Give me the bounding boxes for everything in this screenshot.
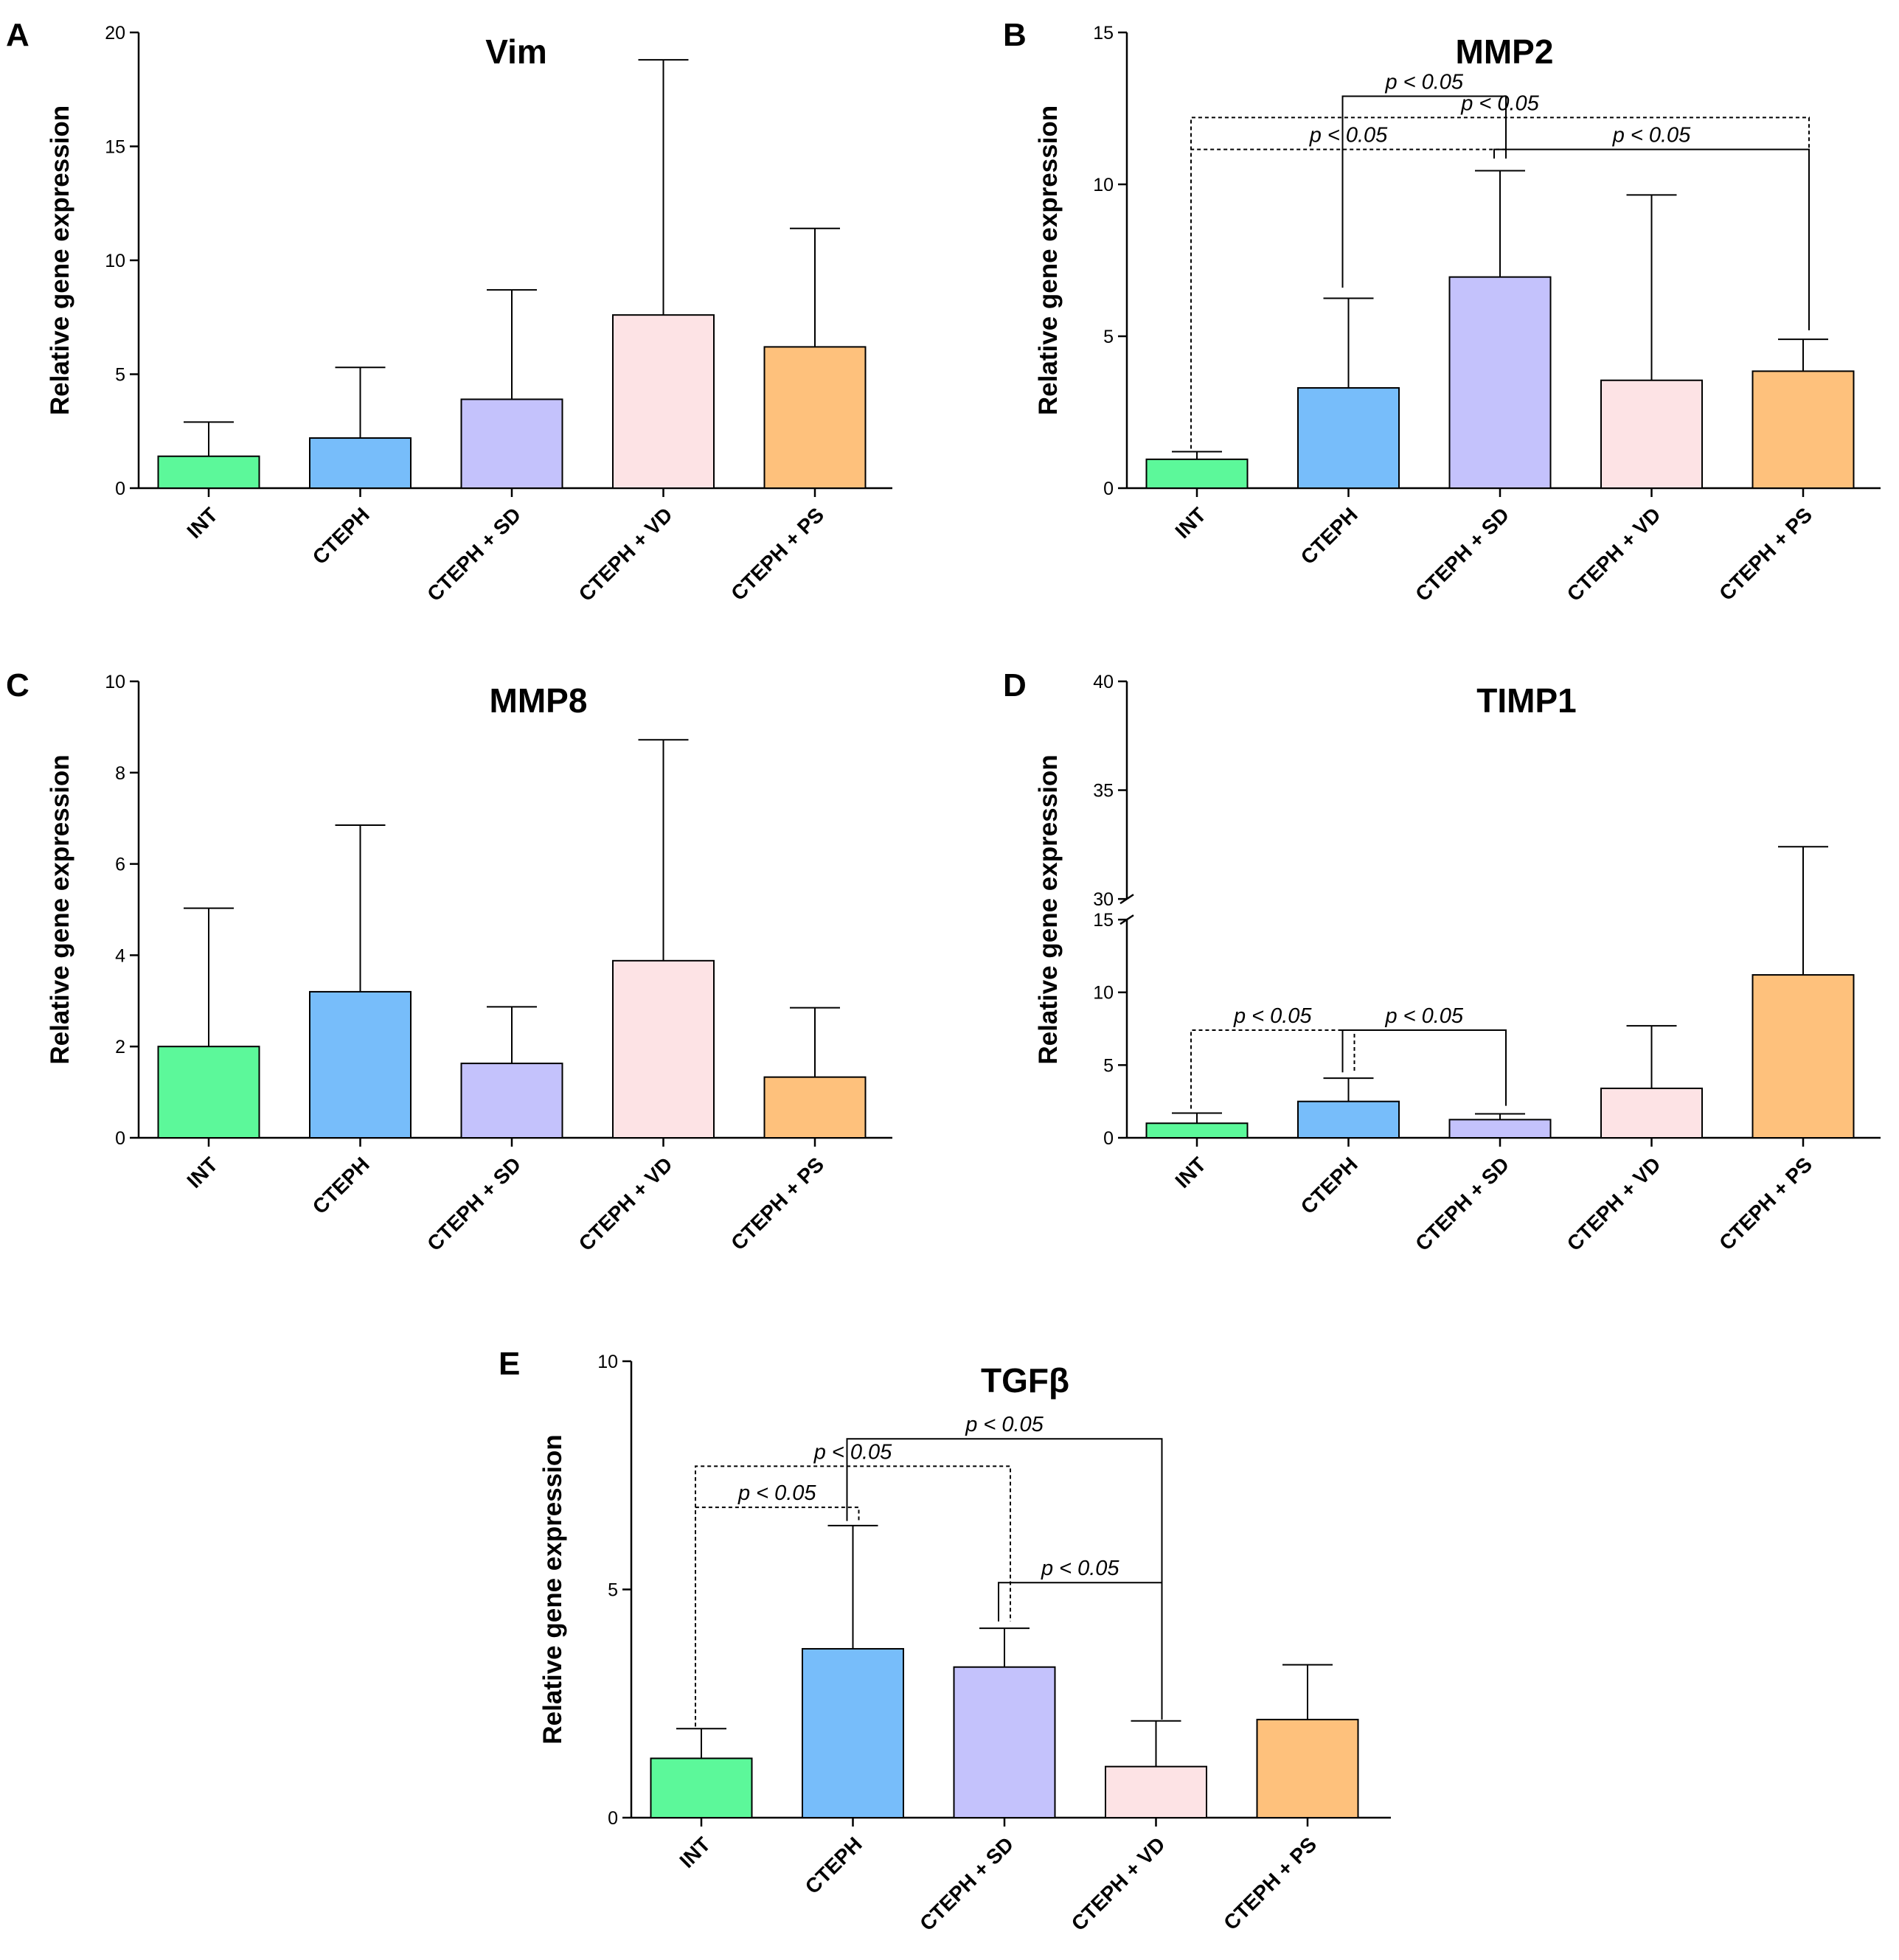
significance-bracket	[1190, 1029, 1355, 1109]
y-tick-label: 15	[1093, 910, 1114, 931]
bar	[157, 455, 260, 489]
y-tick-label: 15	[105, 137, 125, 158]
significance-bracket	[1493, 148, 1810, 330]
bar	[1448, 276, 1552, 489]
y-tick-label: 5	[1103, 327, 1114, 347]
panel-letter: C	[6, 667, 29, 703]
bar	[763, 346, 867, 490]
significance-bracket	[695, 1465, 1011, 1727]
significance-label: p < 0.05	[1384, 71, 1463, 94]
significance-label: p < 0.05	[737, 1481, 816, 1505]
bar	[1105, 1765, 1207, 1819]
bar	[1600, 1087, 1703, 1139]
chart-title: MMP8	[490, 681, 588, 720]
y-tick-label: 2	[115, 1037, 125, 1057]
bar	[1145, 1122, 1249, 1139]
bar	[1145, 458, 1249, 489]
y-tick-label: 5	[115, 365, 125, 386]
chart-title: Vim	[485, 32, 547, 71]
y-tick-label: 20	[105, 23, 125, 44]
significance-label: p < 0.05	[1309, 124, 1388, 147]
bar	[157, 1046, 260, 1139]
y-tick-label: 0	[1103, 479, 1114, 499]
y-tick-label: 40	[1093, 672, 1114, 692]
y-tick-label: 15	[1093, 23, 1114, 44]
significance-bracket	[1190, 148, 1507, 449]
chart-title: TGFβ	[981, 1361, 1069, 1400]
panel-letter: A	[6, 17, 29, 53]
significance-label: p < 0.05	[1384, 1004, 1463, 1028]
y-tick-label: 0	[1103, 1128, 1114, 1149]
significance-bracket	[695, 1507, 860, 1727]
y-tick-label: 0	[115, 479, 125, 499]
significance-bracket	[846, 1438, 1163, 1720]
significance-bracket	[998, 1582, 1163, 1720]
bar	[650, 1757, 753, 1819]
significance-label: p < 0.05	[965, 1413, 1044, 1436]
y-tick-label: 4	[115, 945, 125, 966]
significance-label: p < 0.05	[1612, 124, 1691, 147]
bar	[309, 990, 412, 1139]
significance-bracket	[1341, 1029, 1507, 1106]
bar	[612, 314, 715, 489]
panel-letter: B	[1003, 17, 1027, 53]
y-tick-label: 8	[115, 763, 125, 784]
bar	[802, 1647, 904, 1818]
bar	[1448, 1119, 1552, 1139]
significance-label: p < 0.05	[1233, 1004, 1312, 1028]
y-tick-label: 10	[105, 672, 125, 692]
chart-title: TIMP1	[1476, 681, 1576, 720]
significance-label: p < 0.05	[813, 1440, 892, 1464]
bar	[309, 437, 412, 490]
y-axis-label: Relative gene expression	[1034, 754, 1063, 1064]
bar	[1752, 370, 1855, 489]
bar	[1297, 387, 1400, 489]
significance-label: p < 0.05	[1460, 91, 1539, 115]
panel-letter: E	[499, 1346, 520, 1382]
bar	[1600, 379, 1703, 489]
y-axis-label: Relative gene expression	[1034, 105, 1063, 415]
y-tick-label: 10	[597, 1352, 618, 1372]
y-tick-label: 35	[1093, 781, 1114, 802]
bar	[953, 1666, 1056, 1818]
y-tick-label: 10	[1093, 983, 1114, 1004]
significance-label: p < 0.05	[1041, 1557, 1119, 1580]
y-axis-label: Relative gene expression	[46, 105, 74, 415]
chart-title: MMP2	[1456, 32, 1554, 71]
y-tick-label: 6	[115, 855, 125, 875]
bar	[1256, 1718, 1359, 1819]
y-axis-label: Relative gene expression	[538, 1434, 567, 1744]
panel-letter: D	[1003, 667, 1027, 703]
bar	[1297, 1100, 1400, 1139]
y-tick-label: 0	[608, 1808, 618, 1829]
bar	[612, 959, 715, 1139]
bar	[460, 398, 563, 489]
y-tick-label: 0	[115, 1128, 125, 1149]
y-axis-label: Relative gene expression	[46, 754, 74, 1064]
bar	[763, 1076, 867, 1139]
y-tick-label: 10	[1093, 175, 1114, 195]
bar	[1752, 974, 1855, 1139]
y-tick-label: 5	[1103, 1055, 1114, 1076]
y-tick-label: 5	[608, 1580, 618, 1601]
y-tick-label: 30	[1093, 889, 1114, 910]
bar	[460, 1063, 563, 1139]
y-tick-label: 10	[105, 251, 125, 271]
significance-bracket	[1341, 95, 1507, 288]
